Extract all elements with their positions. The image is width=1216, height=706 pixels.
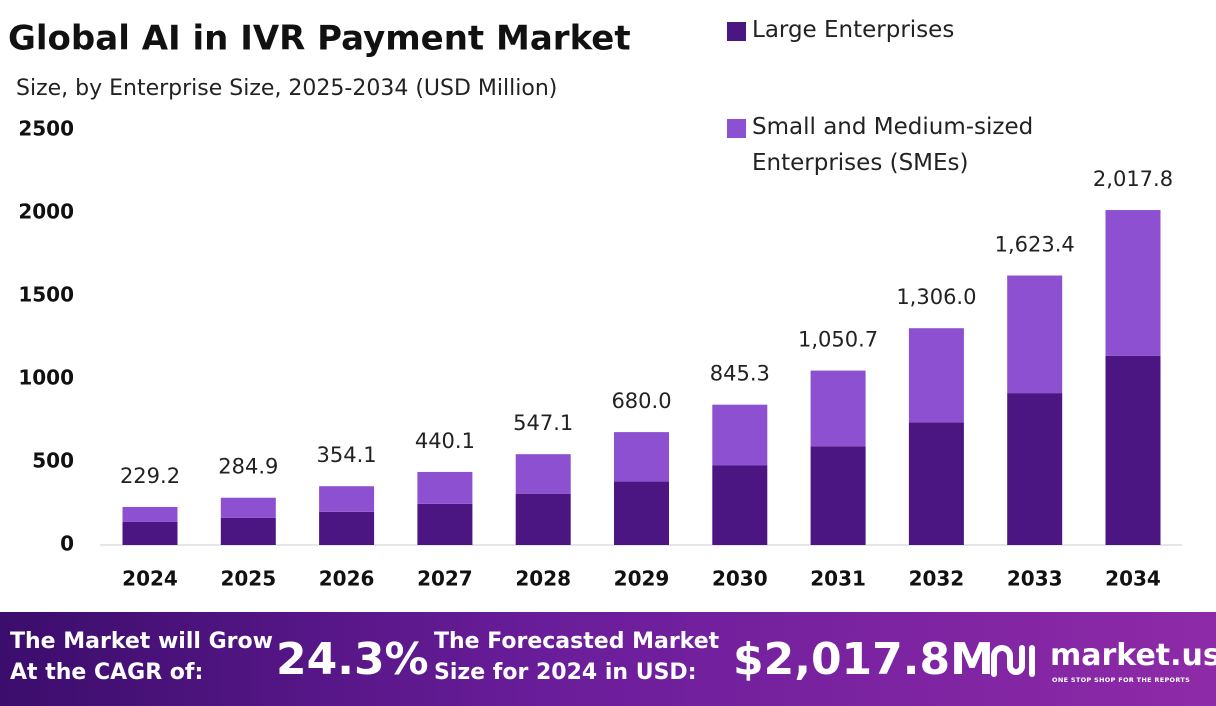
legend-swatch (727, 119, 746, 138)
bar-segment (319, 486, 375, 512)
x-tick-label: 2028 (515, 567, 571, 591)
bar-segment (1007, 275, 1063, 394)
total-label: 1,050.7 (798, 328, 878, 352)
forecast-label: The Forecasted Market (434, 629, 720, 654)
bar-segment (712, 404, 768, 466)
forecast-label: Size for 2024 in USD: (434, 660, 697, 685)
bar-segment (1007, 393, 1063, 545)
bar-segment (417, 503, 473, 545)
logo-icon (991, 645, 1035, 677)
total-label: 547.1 (513, 411, 573, 435)
bar-segment (417, 471, 473, 504)
bar-segment (122, 506, 178, 522)
chart-title: Global AI in IVR Payment Market (8, 19, 631, 59)
legend-swatch (727, 22, 746, 41)
bar-segment (515, 493, 571, 545)
bar-segment (908, 422, 964, 545)
y-tick-label: 1000 (18, 366, 74, 390)
bar-segment (810, 370, 866, 447)
x-tick-label: 2031 (810, 567, 866, 591)
bar-segment (319, 511, 375, 545)
bar-segment (122, 521, 178, 545)
x-tick-label: 2025 (220, 567, 276, 591)
bar-segment (1105, 355, 1161, 545)
bar-segment (908, 328, 964, 423)
bar-segment (712, 465, 768, 545)
y-tick-label: 500 (32, 449, 74, 473)
forecast-value: $2,017.8M (733, 634, 994, 685)
cagr-label: At the CAGR of: (10, 660, 204, 685)
bar-segment (1105, 210, 1161, 356)
x-tick-label: 2026 (319, 567, 375, 591)
x-tick-label: 2024 (122, 567, 178, 591)
cagr-label: The Market will Grow (10, 629, 273, 654)
bar-segment (614, 432, 669, 482)
brand: market.us (1050, 638, 1216, 673)
y-tick-label: 2000 (18, 200, 74, 224)
x-tick-label: 2029 (614, 567, 670, 591)
legend-label: Large Enterprises (752, 17, 955, 43)
y-tick-label: 2500 (18, 117, 74, 141)
total-label: 1,623.4 (995, 233, 1075, 257)
chart-subtitle: Size, by Enterprise Size, 2025-2034 (USD… (16, 76, 557, 101)
total-label: 354.1 (317, 443, 377, 467)
legend-label: Small and Medium-sized Enterprises (SMEs… (752, 114, 1034, 176)
total-label: 1,306.0 (896, 285, 976, 309)
total-label: 680.0 (611, 389, 671, 413)
bar-segment (220, 517, 276, 545)
cagr-value: 24.3% (276, 634, 429, 685)
bar-segment (810, 446, 866, 545)
x-tick-label: 2027 (417, 567, 473, 591)
tagline: ONE STOP SHOP FOR THE REPORTS (1052, 676, 1191, 684)
y-tick-label: 1500 (18, 283, 74, 307)
x-tick-label: 2032 (909, 567, 965, 591)
bar-segment (220, 497, 276, 518)
y-tick-label: 0 (60, 532, 74, 556)
total-label: 229.2 (120, 464, 180, 488)
total-label: 2,017.8 (1093, 167, 1173, 191)
total-label: 284.9 (218, 455, 278, 479)
x-tick-label: 2034 (1105, 567, 1161, 591)
bar-segment (515, 454, 571, 494)
chart: Global AI in IVR Payment Market Size, by… (8, 19, 1182, 591)
x-tick-label: 2033 (1007, 567, 1063, 591)
banner: The Market will Grow At the CAGR of: 24.… (0, 612, 1216, 706)
total-label: 440.1 (415, 429, 475, 453)
total-label: 845.3 (710, 362, 770, 386)
x-tick-label: 2030 (712, 567, 768, 591)
bar-segment (614, 481, 669, 545)
